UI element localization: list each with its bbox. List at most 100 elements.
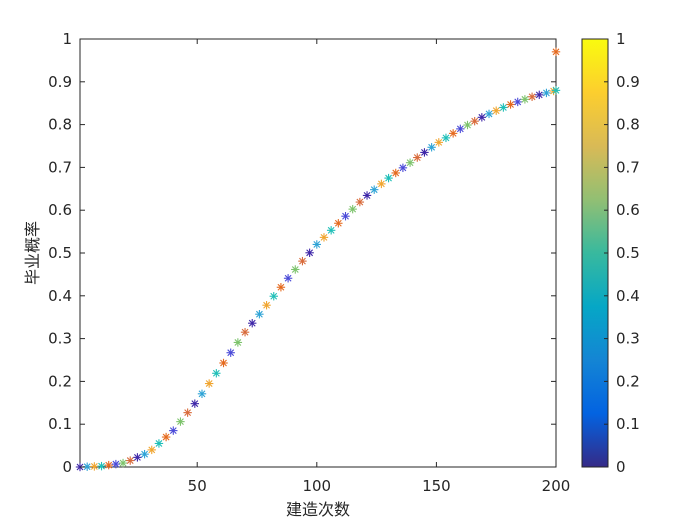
data-point [269, 292, 278, 301]
colorbar-ticks: 0 0.1 0.2 0.3 0.4 0.5 0.6 0.7 0.8 0.9 1 [604, 30, 640, 476]
data-point [226, 348, 235, 357]
data-point [362, 191, 372, 200]
data-point [248, 318, 257, 328]
data-markers [75, 47, 561, 472]
data-point [334, 219, 343, 228]
data-point [133, 453, 142, 462]
data-point [126, 456, 135, 465]
colorbar-tick-label: 0 [616, 458, 626, 476]
y-tick-label: 0.3 [48, 330, 72, 348]
data-point [434, 138, 443, 147]
y-tick-label: 0.5 [48, 244, 72, 262]
data-point [291, 265, 300, 274]
data-point [484, 109, 494, 119]
colorbar-tick-label: 0.2 [616, 372, 640, 390]
data-point [262, 301, 271, 310]
x-tick-label: 200 [542, 477, 571, 495]
colorbar-tick-label: 0.3 [616, 330, 640, 348]
y-tick-label: 0.4 [48, 287, 72, 305]
data-point [212, 369, 221, 378]
data-point [535, 90, 544, 100]
data-point [355, 197, 365, 207]
data-point [312, 240, 322, 249]
data-point [283, 274, 293, 283]
data-point [140, 449, 149, 459]
data-point [147, 445, 156, 455]
y-tick-label: 0.8 [48, 116, 72, 134]
data-point [326, 226, 336, 235]
y-tick-label: 0.7 [48, 158, 72, 176]
data-point [197, 389, 207, 399]
data-point [161, 432, 171, 442]
data-point [420, 148, 429, 157]
colorbar-tick-label: 0.8 [616, 116, 640, 134]
data-point [427, 143, 436, 152]
data-point [463, 120, 472, 130]
data-point [527, 92, 537, 101]
plot-area [79, 38, 557, 468]
data-point [154, 439, 164, 448]
colorbar-tick-label: 0.7 [616, 158, 640, 176]
y-tick-label: 0.2 [48, 372, 72, 390]
data-point [370, 185, 379, 194]
y-tick-label: 0.6 [48, 201, 72, 219]
data-point [319, 233, 329, 242]
data-point [240, 327, 250, 337]
colorbar-tick-label: 0.5 [616, 244, 640, 262]
x-tick-label: 100 [302, 477, 331, 495]
data-point [513, 97, 522, 107]
data-point [204, 379, 214, 388]
data-point [405, 158, 415, 167]
x-tick-label: 50 [188, 477, 207, 495]
x-axis-ticks: 50 100 150 200 [188, 39, 571, 495]
data-point [176, 417, 185, 426]
y-tick-label: 0 [62, 458, 72, 476]
y-tick-label: 1 [62, 30, 72, 48]
data-point [183, 408, 192, 417]
data-point [506, 100, 515, 109]
data-point [348, 204, 357, 214]
data-point [255, 310, 264, 319]
y-tick-label: 0.1 [48, 415, 72, 433]
x-axis-label: 建造次数 [286, 500, 350, 519]
data-point [104, 460, 113, 470]
data-point [377, 179, 386, 189]
data-point [470, 116, 479, 126]
data-point [341, 211, 350, 221]
data-point [305, 248, 314, 257]
data-point [391, 168, 400, 178]
y-tick-label: 0.9 [48, 73, 72, 91]
data-point [542, 88, 551, 98]
data-point [298, 256, 307, 266]
data-point [190, 399, 200, 408]
data-point [413, 153, 422, 162]
x-tick-label: 150 [422, 477, 451, 495]
colorbar-tick-label: 0.9 [616, 73, 640, 91]
data-point [398, 163, 408, 173]
outlier-point [551, 47, 561, 57]
data-point [477, 113, 487, 122]
data-point [233, 338, 243, 347]
data-point [219, 358, 228, 368]
data-point [384, 173, 393, 183]
data-point [492, 106, 501, 115]
y-axis-label: 毕业概率 [23, 221, 42, 285]
data-point [111, 459, 121, 469]
data-point [551, 86, 561, 95]
data-point [169, 426, 178, 435]
data-point [456, 124, 465, 134]
data-point [448, 129, 458, 138]
data-point [520, 95, 530, 104]
colorbar-tick-label: 1 [616, 30, 626, 48]
data-point [97, 461, 106, 471]
y-axis-ticks: 0 0.1 0.2 0.3 0.4 0.5 0.6 0.7 0.8 0.9 1 [48, 30, 556, 476]
data-point [499, 103, 508, 112]
colorbar-tick-label: 0.4 [616, 287, 640, 305]
data-point [90, 462, 99, 471]
colorbar-tick-label: 0.1 [616, 415, 640, 433]
data-point [118, 458, 128, 468]
data-point [276, 283, 286, 292]
data-point [441, 133, 451, 143]
